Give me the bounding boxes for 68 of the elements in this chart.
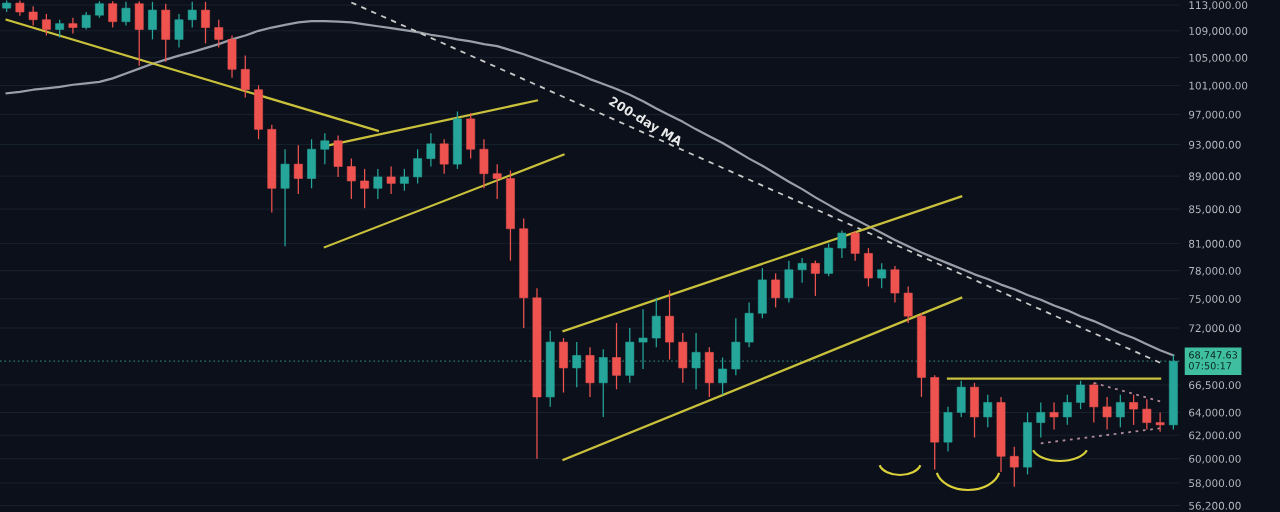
y-tick-label: 101,000.00	[1189, 81, 1248, 91]
y-tick-label: 81,000.00	[1189, 239, 1241, 249]
y-tick-label: 56,200.00	[1189, 501, 1241, 511]
candlestick	[797, 257, 807, 284]
candlestick	[346, 157, 356, 200]
y-tick-label: 66,500.00	[1189, 381, 1241, 391]
candlestick	[1155, 411, 1165, 433]
candlestick	[426, 132, 436, 168]
candlestick	[1062, 394, 1072, 426]
candlestick	[1142, 398, 1152, 431]
y-tick-label: 64,000.00	[1189, 408, 1241, 418]
line-series	[5, 19, 1175, 357]
candlestick	[42, 13, 51, 37]
y-tick-label: 89,000.00	[1189, 172, 1241, 182]
candlestick	[1129, 394, 1138, 426]
candlestick	[850, 230, 860, 262]
candlestick	[771, 272, 781, 309]
candlestick	[187, 1, 197, 29]
y-tick-label: 93,000.00	[1188, 140, 1241, 150]
y-tick-label: 75,000.00	[1189, 295, 1241, 304]
candlestick	[811, 260, 820, 297]
y-tick-label: 58,000.00	[1189, 479, 1241, 489]
candlestick	[1115, 394, 1125, 428]
y-tick-label: 85,000.00	[1189, 205, 1241, 215]
candlestick	[214, 19, 224, 49]
candlestick	[1089, 382, 1099, 424]
y-tick-label: 60,000.00	[1189, 454, 1241, 464]
candlestick	[1102, 396, 1112, 431]
candlestick	[148, 1, 157, 41]
candlestick	[651, 297, 661, 348]
candlestick	[399, 168, 409, 192]
candlestick	[121, 1, 131, 27]
candlestick	[201, 1, 210, 45]
y-tick-label: 72,000.00	[1189, 324, 1241, 334]
y-tick-label: 97,000.00	[1188, 110, 1241, 120]
candlestick	[492, 163, 502, 200]
y-tick-label: 113,000.00	[1189, 1, 1248, 11]
candlestick	[612, 322, 621, 390]
candlestick	[320, 132, 330, 165]
y-tick-label: 62,000.00	[1189, 431, 1241, 441]
candlestick	[386, 165, 396, 195]
candlestick	[638, 308, 648, 370]
candlestick	[174, 13, 184, 49]
candlestick	[1049, 401, 1059, 431]
candlestick	[293, 144, 303, 195]
candlestick	[983, 394, 993, 428]
candlestick	[837, 229, 847, 259]
candlestick	[68, 17, 78, 35]
candlestick	[240, 54, 250, 99]
candlestick	[890, 265, 900, 304]
candlestick	[1009, 446, 1019, 488]
candlestick	[691, 332, 701, 390]
candlestick	[718, 356, 727, 396]
candlestick	[1036, 401, 1046, 439]
candlestick	[28, 5, 38, 27]
candlestick	[439, 138, 449, 175]
candlestick	[108, 0, 118, 29]
y-tick-label: 78,000.00	[1189, 266, 1241, 276]
candlestick	[360, 168, 369, 209]
candlestick	[572, 341, 582, 388]
y-tick-label: 109,000.00	[1189, 27, 1248, 36]
candlestick	[1076, 380, 1085, 410]
candlestick	[903, 285, 913, 324]
candlestick	[413, 148, 423, 185]
candlestick	[877, 262, 887, 289]
ref-line-label: 68,747.63 07:50:17	[1188, 351, 1238, 370]
y-tick-label: 105,000.00	[1189, 53, 1248, 63]
candlestick	[373, 168, 383, 200]
